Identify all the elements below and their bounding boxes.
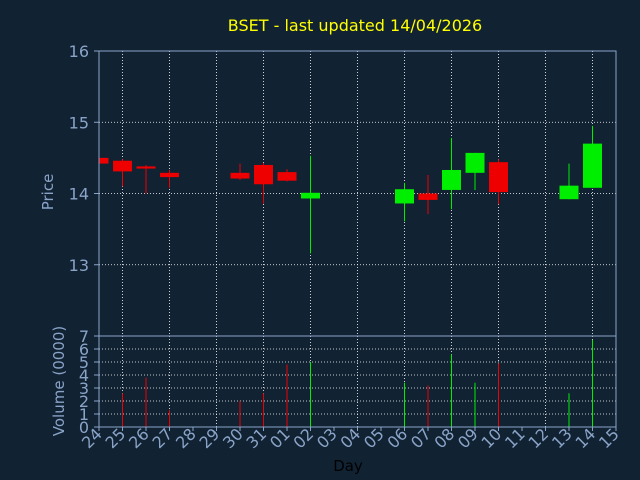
candle-body — [277, 172, 297, 181]
candle-body — [489, 162, 508, 193]
volume-panel-frame — [98, 335, 617, 428]
candle-body — [113, 160, 132, 172]
volume-tick-label: 3 — [79, 379, 89, 398]
chart-title: BSET - last updated 14/04/2026 — [228, 16, 482, 35]
candle-body — [99, 157, 109, 164]
candle-body — [160, 172, 179, 178]
price-grid — [99, 51, 616, 336]
price-tick-label: 13 — [69, 256, 89, 275]
x-tick-label: 15 — [595, 424, 623, 452]
candle-body — [136, 166, 156, 169]
candle-body — [583, 143, 602, 188]
candle-body — [442, 169, 461, 190]
volume-tick-label: 4 — [79, 366, 89, 385]
volume-tick-label: 0 — [79, 418, 89, 437]
candle-body — [301, 192, 320, 199]
volume-tick-label: 2 — [79, 392, 89, 411]
x-axis-label: Day — [333, 457, 363, 475]
x-ticks: 2425262728293031010203040506070809101112… — [78, 424, 623, 452]
volume-tick-label: 7 — [79, 327, 89, 346]
candle-body — [395, 189, 414, 204]
price-axis-label: Price — [39, 174, 57, 211]
price-tick-label: 14 — [69, 185, 89, 204]
volume-tick-label: 1 — [79, 405, 89, 424]
candle-body — [465, 152, 485, 173]
candle-body — [254, 165, 273, 185]
price-tick-label: 15 — [69, 113, 89, 132]
volume-axis-label: Volume (0000) — [50, 326, 68, 436]
candle-body — [559, 185, 579, 200]
candles — [98, 125, 602, 254]
volume-grid — [99, 336, 616, 427]
volume-tick-label: 5 — [79, 353, 89, 372]
price-tick-label: 16 — [69, 42, 89, 61]
price-y-ticks: 13 14 15 16 — [69, 42, 99, 275]
candle-body — [230, 172, 250, 179]
volume-tick-label: 6 — [79, 340, 89, 359]
candle-body — [418, 193, 438, 200]
volume-bars — [122, 339, 593, 427]
